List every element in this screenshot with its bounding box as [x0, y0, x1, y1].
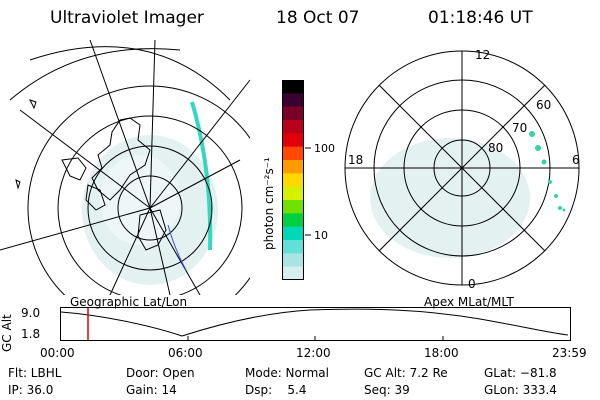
- altitude-ytick-low: 1.8: [21, 327, 41, 341]
- date-label: 18 Oct 07: [276, 8, 360, 28]
- colorbar: [282, 80, 304, 280]
- colorbar-segment: [282, 160, 304, 174]
- colorbar-segment: [282, 80, 304, 94]
- instrument-title: Ultraviolet Imager: [50, 8, 204, 28]
- mlt-label-0: 0: [468, 277, 476, 291]
- coastline: [91, 117, 151, 201]
- info-gain: Gain: 14: [126, 383, 177, 397]
- colorbar-tick-100: 100: [314, 142, 335, 155]
- info-door: Door: Open: [126, 366, 195, 380]
- lat-label-80: 80: [488, 141, 503, 155]
- altitude-xtick-2359: 23:59: [552, 346, 587, 360]
- colorbar-segment: [282, 253, 304, 268]
- altitude-xtick-1200: 12:00: [296, 346, 331, 360]
- colorbar-ticks: 100 10: [305, 142, 335, 242]
- altitude-curve: [60, 308, 569, 337]
- colorbar-tick-10: 10: [314, 229, 328, 242]
- colorbar-segment: [282, 106, 304, 121]
- colorbar-unit-label: photon cm⁻²s⁻¹: [262, 157, 276, 250]
- info-dsp: Dsp: 5.4: [245, 383, 307, 397]
- mlt-label-6: 6: [572, 153, 580, 167]
- colorbar-segment: [282, 173, 304, 188]
- apex-polar-plot: 12 18 6 0 60 70 80: [344, 48, 580, 291]
- info-flt: Flt: LBHL: [8, 366, 62, 380]
- altitude-axis-label: GC Alt: [0, 314, 14, 352]
- apex-oval-points: [529, 131, 566, 212]
- colorbar-segment: [282, 266, 304, 280]
- colorbar-segment: [282, 120, 304, 134]
- info-gcalt: GC Alt: 7.2 Re: [364, 366, 448, 380]
- auroral-arc: [190, 101, 213, 251]
- altitude-xtick-0600: 06:00: [168, 346, 203, 360]
- info-glon: GLon: 333.4: [484, 383, 557, 397]
- mlt-label-18: 18: [348, 153, 363, 167]
- colorbar-segment: [282, 133, 304, 148]
- colorbar-segment: [282, 240, 304, 254]
- colorbar-frame: [282, 80, 304, 280]
- altitude-xtick-1800: 18:00: [424, 346, 459, 360]
- lat-label-60: 60: [536, 98, 551, 112]
- colorbar-segment: [282, 226, 304, 241]
- lat-label-70: 70: [512, 121, 527, 135]
- info-mode: Mode: Normal: [245, 366, 329, 380]
- mlt-label-12: 12: [475, 48, 490, 62]
- info-ip: IP: 36.0: [8, 383, 54, 397]
- info-glat: GLat: −81.8: [484, 366, 557, 380]
- altitude-ytick-high: 9.0: [21, 306, 41, 320]
- colorbar-segment: [282, 146, 304, 161]
- colorbar-segment: [282, 213, 304, 228]
- altitude-xtick-0000: 00:00: [40, 346, 75, 360]
- altitude-plot: [60, 307, 571, 341]
- time-label: 01:18:46 UT: [428, 8, 533, 28]
- colorbar-segment: [282, 186, 304, 201]
- apex-label: Apex MLat/MLT: [424, 295, 514, 309]
- geographic-map: [0, 40, 250, 295]
- info-seq: Seq: 39: [364, 383, 410, 397]
- colorbar-segment: [282, 200, 304, 214]
- colorbar-segment: [282, 93, 304, 108]
- geographic-label: Geographic Lat/Lon: [70, 295, 188, 309]
